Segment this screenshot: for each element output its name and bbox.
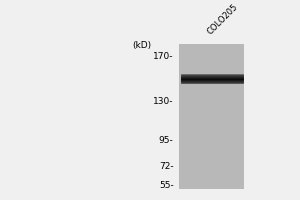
Text: 170-: 170- — [153, 52, 174, 61]
Text: (kD): (kD) — [132, 41, 152, 50]
Text: 95-: 95- — [159, 136, 174, 145]
Text: 130-: 130- — [153, 97, 174, 106]
Text: 72-: 72- — [159, 162, 174, 171]
Bar — [179, 44, 244, 189]
Text: COLO205: COLO205 — [206, 3, 240, 37]
Text: 55-: 55- — [159, 181, 174, 190]
